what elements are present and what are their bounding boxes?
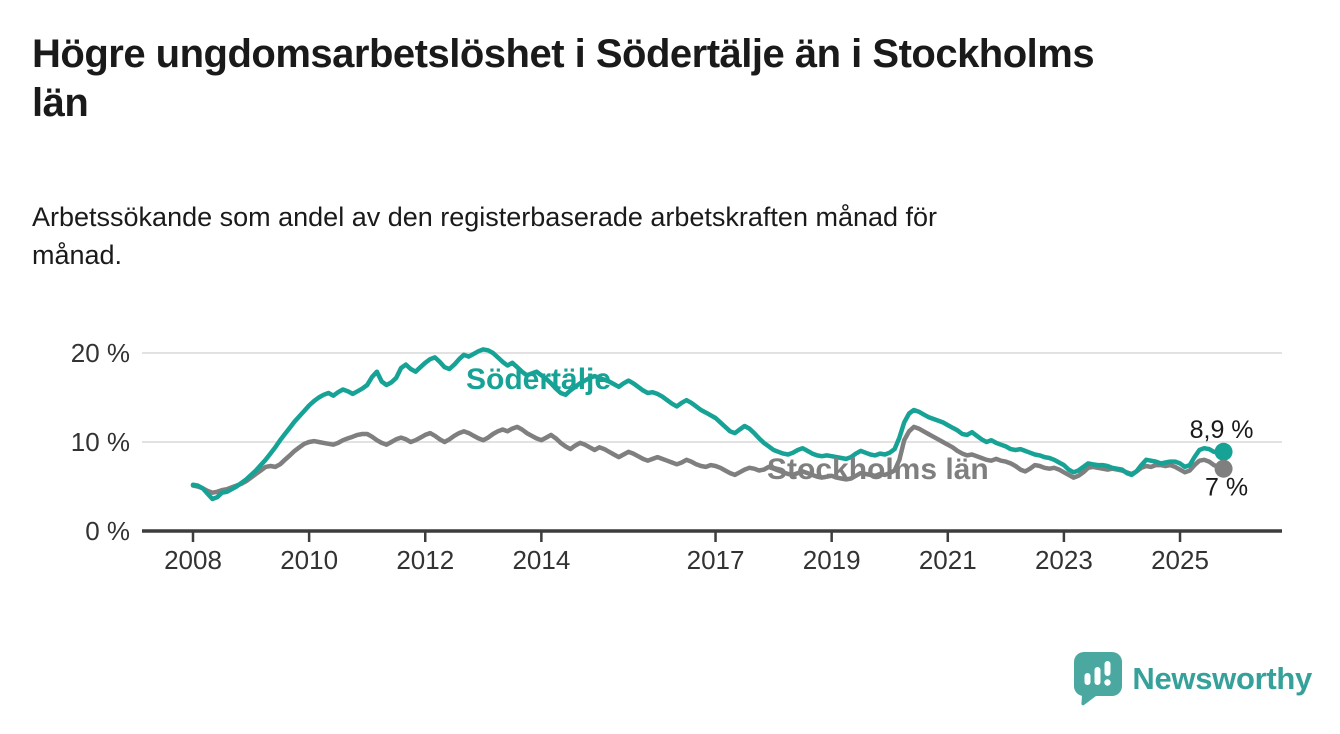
y-axis-label: 0 %: [85, 516, 130, 546]
series-line-stockholm: [190, 424, 1226, 495]
chart-subtitle: Arbetssökande som andel av den registerb…: [32, 202, 938, 271]
series-end-dot: [1214, 459, 1233, 478]
x-axis-label: 2023: [1035, 545, 1093, 575]
series-line-sodertalje: [190, 347, 1226, 502]
series-end-dot: [1214, 442, 1233, 461]
newsworthy-brand: Newsworthy: [1074, 652, 1312, 706]
series-label: Stockholms län: [767, 453, 989, 486]
y-axis-label: 20 %: [71, 338, 130, 368]
x-axis-label: 2010: [280, 545, 338, 575]
x-axis-label: 2021: [919, 545, 977, 575]
x-axis-label: 2025: [1151, 545, 1209, 575]
series-label: Södertälje: [466, 363, 611, 396]
x-axis-label: 2014: [512, 545, 570, 575]
x-axis-label: 2019: [803, 545, 861, 575]
y-axis-label: 10 %: [71, 427, 130, 457]
x-axis-label: 2012: [396, 545, 454, 575]
x-axis-label: 2017: [687, 545, 745, 575]
page-title: Högre ungdomsarbetslöshet i Södertälje ä…: [32, 32, 1095, 125]
end-value-label: 7 %: [1205, 474, 1248, 502]
end-value-label: 8,9 %: [1190, 416, 1254, 444]
x-axis-label: 2008: [164, 545, 222, 575]
brand-name: Newsworthy: [1132, 661, 1312, 696]
bar-chart-speech-bubble-icon: [1074, 652, 1123, 706]
